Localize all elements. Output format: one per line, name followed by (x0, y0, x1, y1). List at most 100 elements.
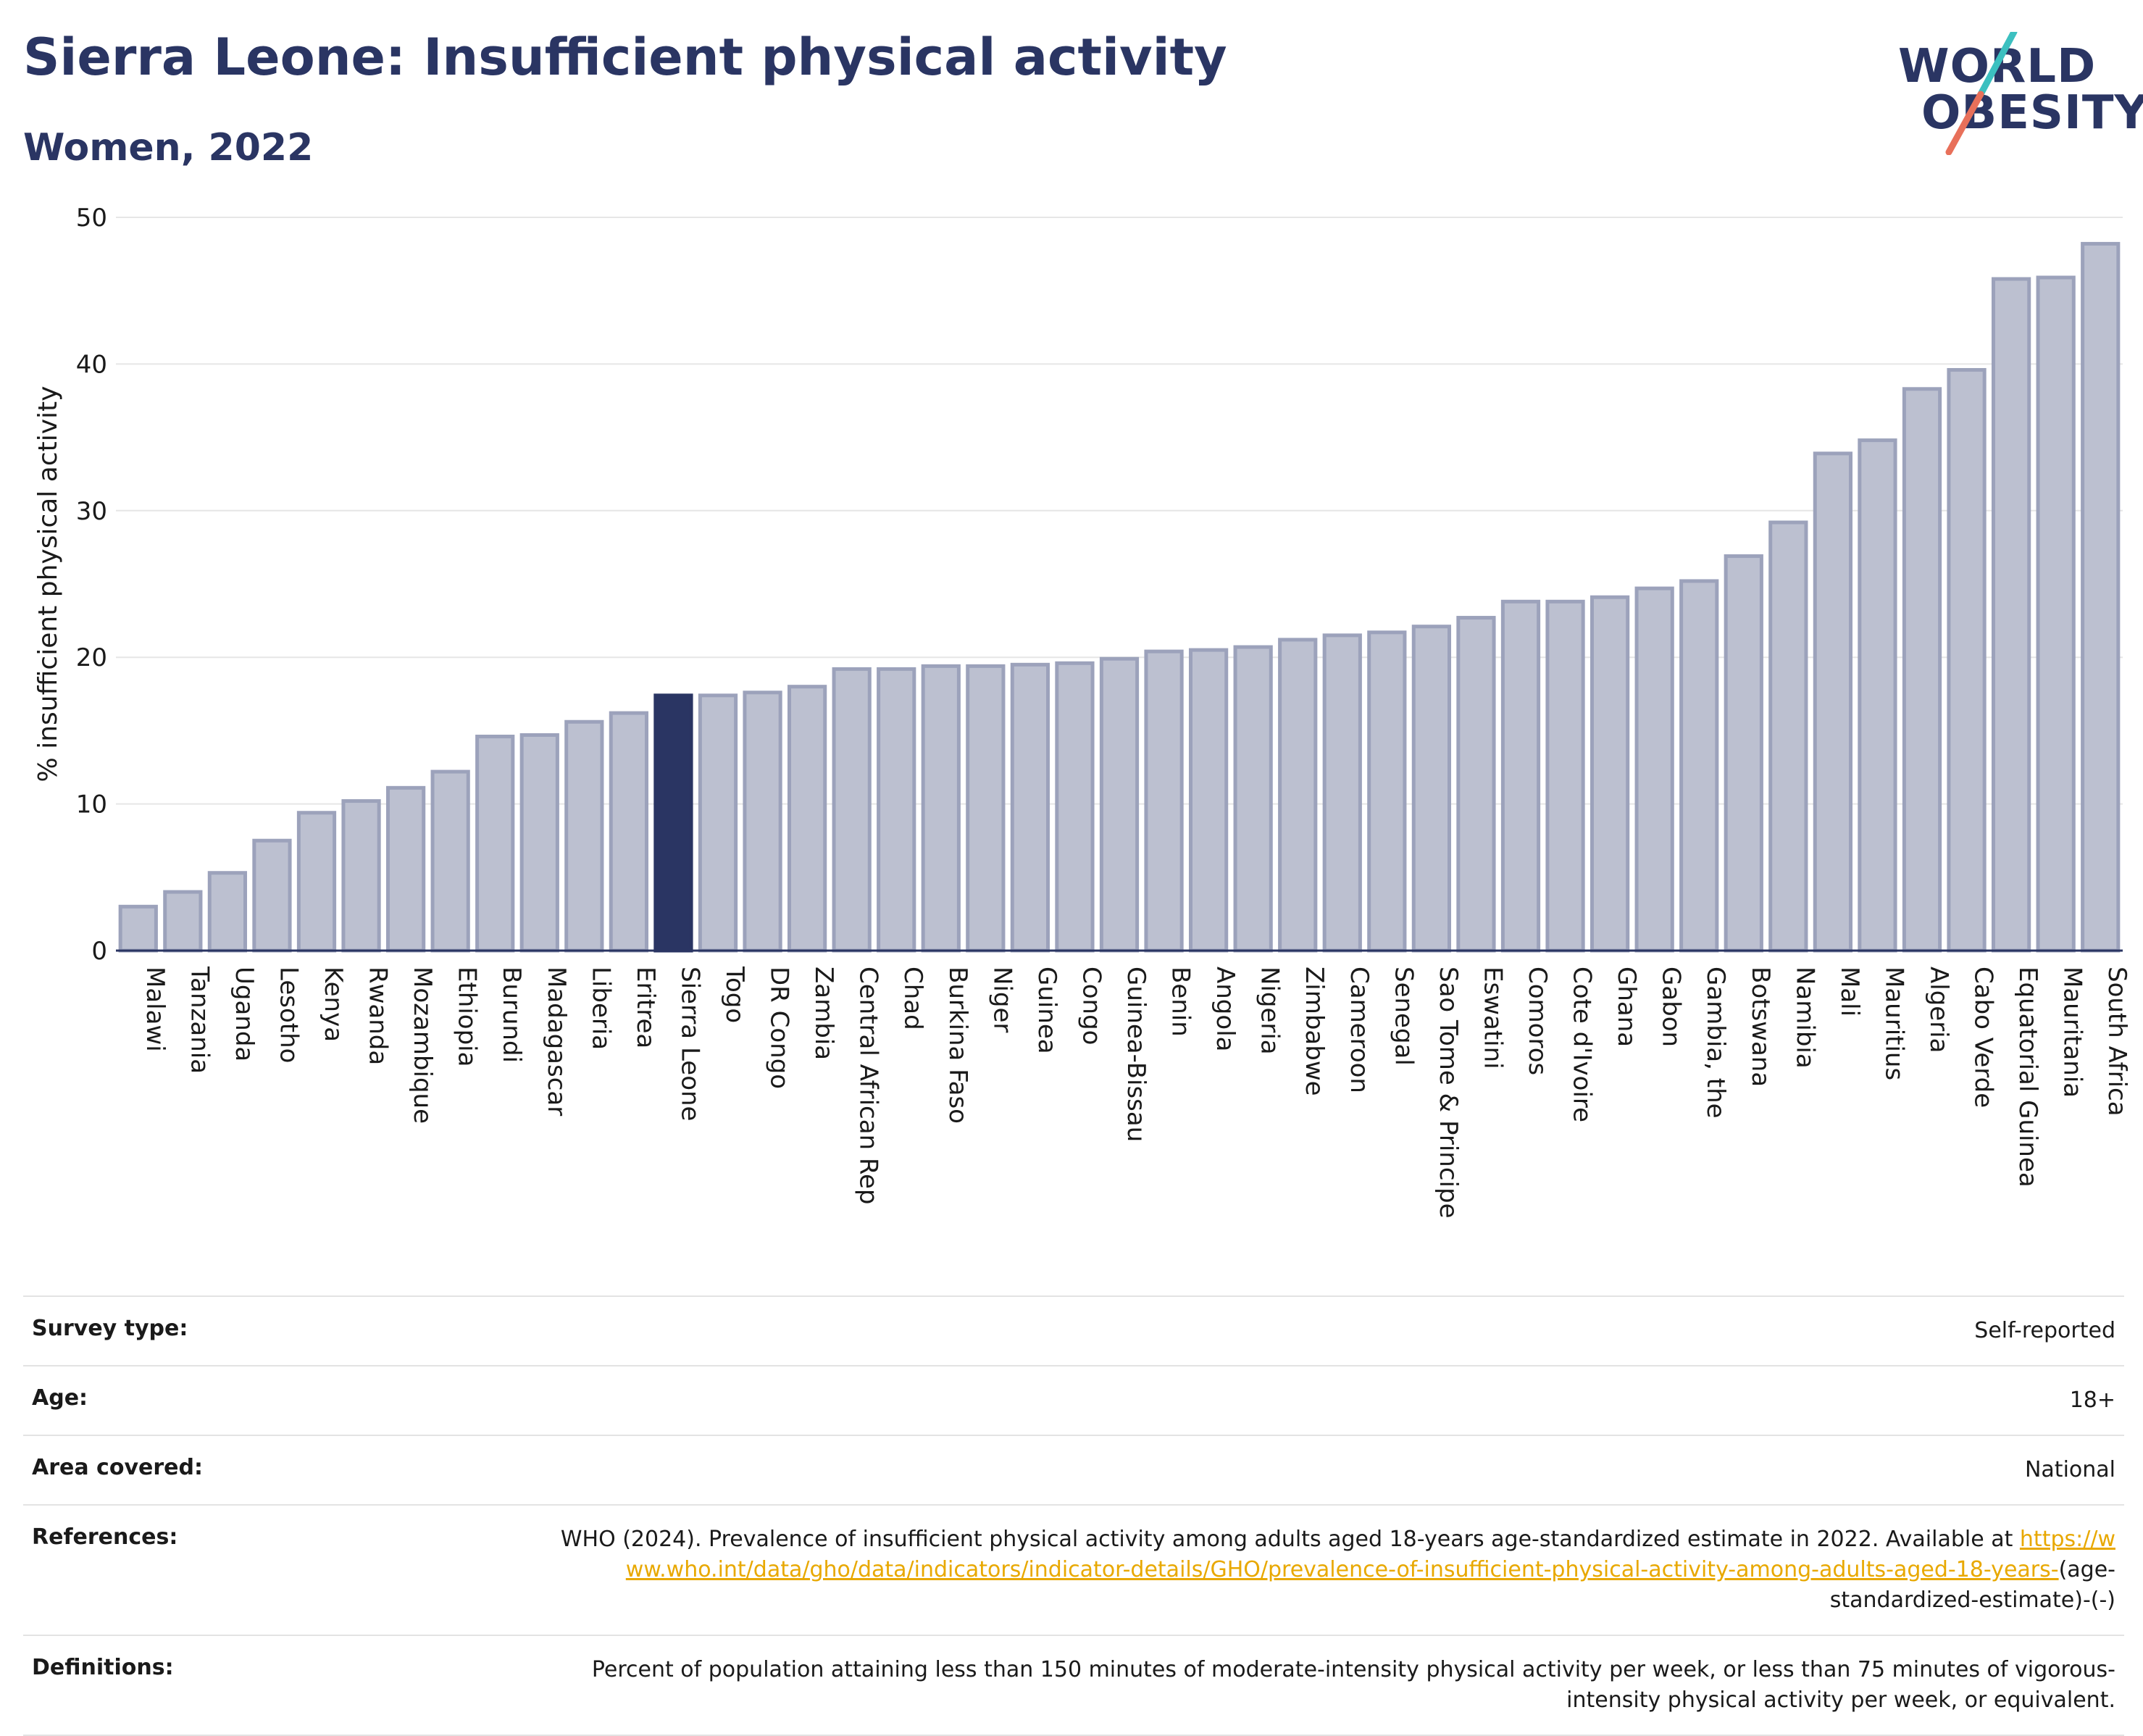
info-row-references: References: WHO (2024). Prevalence of in… (23, 1504, 2124, 1635)
bar (832, 667, 872, 953)
bar (1188, 648, 1229, 953)
x-tick-label: Botswana (1746, 967, 1775, 1087)
y-tick-label: 30 (76, 497, 107, 526)
bar (1634, 586, 1674, 953)
x-tick-label: Rwanda (364, 967, 393, 1065)
bar (1144, 649, 1184, 953)
bar-highlight (653, 693, 693, 953)
bar (252, 838, 292, 953)
age-value: 18+ (2069, 1387, 2115, 1413)
bar (296, 811, 337, 953)
references-label: References: (32, 1524, 178, 1550)
x-tick-label: Malawi (141, 967, 170, 1052)
bar (1456, 616, 1496, 953)
bar (207, 871, 248, 953)
x-tick-label: Lesotho (274, 967, 303, 1063)
x-tick-label: Cabo Verde (1969, 967, 1998, 1108)
x-tick-label: Liberia (586, 967, 615, 1050)
info-row-area: Area covered: National (23, 1435, 2124, 1504)
x-tick-label: Senegal (1389, 967, 1418, 1066)
bar (1590, 595, 1630, 953)
info-row-age: Age: 18+ (23, 1365, 2124, 1435)
x-tick-label: Madagascar (542, 967, 571, 1116)
x-tick-label: Benin (1166, 967, 1195, 1037)
bar (118, 904, 158, 953)
x-tick-label: Burundi (497, 967, 526, 1063)
age-label: Age: (32, 1385, 88, 1411)
y-tick-label: 50 (76, 204, 107, 233)
x-tick-label: Gabon (1657, 967, 1686, 1047)
bar (743, 690, 782, 953)
x-tick-label: DR Congo (765, 967, 794, 1089)
references-value: WHO (2024). Prevalence of insufficient p… (558, 1524, 2115, 1616)
world-obesity-logo: WORLD OBESITY (1891, 32, 2143, 155)
bar (385, 785, 426, 953)
x-tick-label: Kenya (319, 967, 348, 1042)
x-tick-label: South Africa (2102, 967, 2131, 1117)
x-tick-label: Algeria (1924, 967, 1953, 1053)
bar (430, 769, 470, 953)
x-tick-label: Mali (1835, 967, 1864, 1017)
info-table: Survey type: Self-reported Age: 18+ Area… (23, 1295, 2124, 1736)
x-tick-label: Cameroon (1345, 967, 1374, 1093)
x-tick-label: Guinea (1032, 967, 1061, 1054)
info-row-definitions: Definitions: Percent of population attai… (23, 1635, 2124, 1736)
chart-bars (116, 241, 2123, 953)
bar (609, 711, 649, 953)
survey-type-value: Self-reported (1974, 1318, 2115, 1343)
x-tick-label: Sao Tome & Principe (1434, 967, 1463, 1219)
x-tick-label: Burkina Faso (943, 967, 972, 1124)
x-tick-label: Uganda (230, 967, 259, 1061)
x-tick-label: Tanzania (185, 966, 214, 1074)
chart-title: Sierra Leone: Insufficient physical acti… (23, 28, 1227, 87)
x-tick-label: Congo (1077, 967, 1106, 1045)
bar (564, 719, 604, 953)
references-link[interactable]: https://www.who.int/data/gho/data/indica… (625, 1527, 2115, 1582)
x-tick-label: Ghana (1612, 967, 1641, 1047)
bar (877, 667, 916, 953)
x-tick-label: Eswatini (1478, 967, 1507, 1069)
references-text: WHO (2024). Prevalence of insufficient p… (560, 1527, 2013, 1552)
info-row-survey-type: Survey type: Self-reported (23, 1295, 2124, 1365)
x-tick-label: Chad (898, 967, 927, 1030)
bar (1858, 438, 1897, 953)
x-tick-label: Togo (720, 966, 749, 1023)
bar (1500, 599, 1541, 953)
bar-chart: 0 10 20 30 40 50 Malawi Tanzania Uganda Lesotho K… (33, 204, 2131, 1219)
bar (1947, 367, 1987, 953)
bar (921, 664, 961, 953)
y-axis-ticks: 0 10 20 30 40 50 (76, 204, 107, 966)
bar (163, 890, 203, 953)
x-tick-label: Eritrea (631, 967, 660, 1048)
bar (341, 799, 381, 953)
x-tick-label: Ethiopia (453, 967, 482, 1067)
x-tick-label: Zimbabwe (1300, 967, 1329, 1096)
x-tick-label: Namibia (1790, 967, 1819, 1069)
x-tick-label: Equatorial Guinea (2013, 967, 2042, 1188)
y-axis-label: % insufficient physical activity (33, 386, 63, 783)
x-tick-label: Mauritania (2058, 967, 2087, 1098)
bar (2036, 275, 2076, 953)
logo-slash-icon (1945, 32, 2018, 155)
x-tick-label: Sierra Leone (675, 967, 704, 1121)
bar (966, 664, 1006, 953)
definitions-value: Percent of population attaining less tha… (591, 1657, 2115, 1713)
bar (2081, 241, 2121, 953)
y-tick-label: 20 (76, 643, 107, 672)
bar (519, 733, 559, 953)
bar (1679, 579, 1719, 953)
x-tick-label: Nigeria (1256, 967, 1284, 1055)
x-tick-label: Mozambique (408, 967, 437, 1124)
bar (1724, 554, 1763, 953)
chart-subtitle: Women, 2022 (23, 126, 314, 170)
bar (698, 693, 738, 953)
y-tick-label: 10 (76, 790, 107, 819)
definitions-label: Definitions: (32, 1655, 174, 1680)
references-suffix: (age-standardized-estimate)-(-) (1829, 1557, 2115, 1613)
bar (1545, 599, 1585, 953)
x-tick-label: Central African Rep (854, 967, 883, 1205)
x-tick-label: Comoros (1523, 967, 1552, 1075)
y-tick-label: 40 (76, 350, 107, 379)
x-tick-label: Gambia, the (1701, 967, 1730, 1119)
bar (1055, 661, 1095, 953)
